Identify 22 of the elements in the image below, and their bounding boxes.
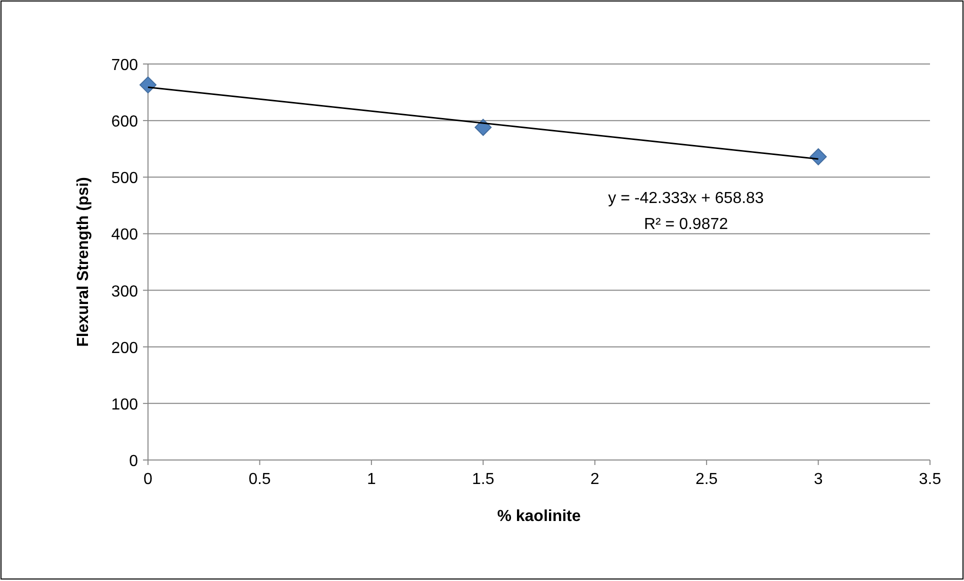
y-tick-label: 100 [111,396,138,414]
y-tick-label: 400 [111,226,138,244]
x-tick-label: 1.5 [472,471,494,488]
y-tick-label: 300 [111,283,138,300]
point [140,76,156,94]
x-axis-title: % kaolinite [497,508,581,525]
y-tick-label: 0 [129,453,138,470]
x-tick-label: 2 [590,471,600,488]
annotation: y = -42.333x + 658.83 [608,190,764,207]
y-axis-title: Flexural Strength (psi) [75,177,92,347]
y-tick-label: 600 [111,114,138,131]
x-tick-label: 1 [366,471,376,488]
annotation: R² = 0.9872 [644,216,728,233]
y-tick-label: 200 [111,340,138,357]
x-tick-label: 0 [144,471,153,488]
point [810,148,827,166]
x-tick-label: 3 [814,471,823,488]
x-tick-label: 2.5 [695,471,718,488]
x-tick-label: 3.5 [918,471,942,488]
x-tick-label: 0.5 [248,471,271,488]
y-tick-label: 500 [111,170,138,188]
y-tick-label: 700 [111,57,138,74]
